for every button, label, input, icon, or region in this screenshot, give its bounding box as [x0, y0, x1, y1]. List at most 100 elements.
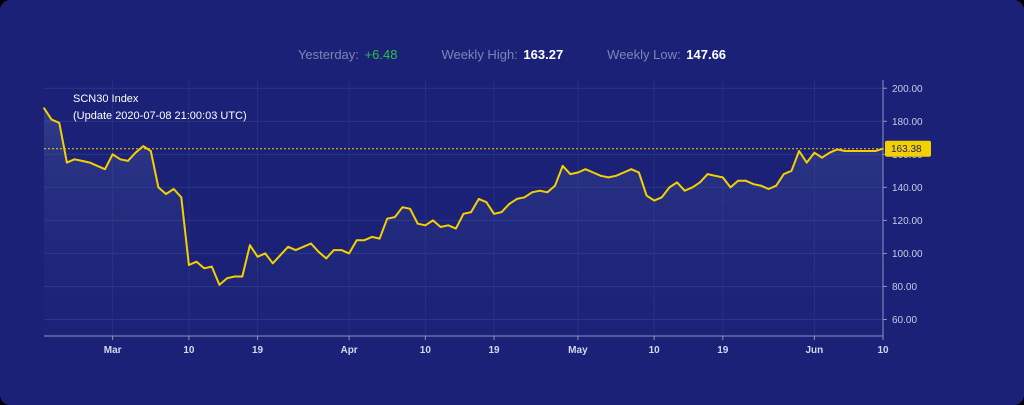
- data-point: [859, 150, 861, 152]
- data-point: [523, 196, 526, 199]
- data-point: [836, 148, 839, 151]
- data-point: [516, 198, 518, 200]
- data-point: [157, 186, 160, 189]
- data-point: [310, 242, 312, 245]
- data-point: [699, 181, 701, 184]
- chart-title: SCN30 Index: [73, 93, 139, 105]
- data-point: [73, 158, 76, 161]
- data-point: [485, 201, 488, 204]
- data-point: [691, 186, 694, 189]
- stat-weekly-low-value: 147.66: [686, 47, 727, 62]
- data-point: [134, 151, 137, 154]
- data-point: [615, 174, 617, 177]
- y-tick-label: 180.00: [892, 117, 923, 128]
- data-point: [43, 107, 45, 109]
- x-tick-label: Apr: [340, 345, 357, 356]
- x-tick-label: 10: [420, 345, 432, 356]
- data-point: [416, 222, 419, 225]
- data-point: [737, 179, 739, 182]
- price-tag-box: [885, 140, 931, 157]
- data-point: [752, 183, 755, 186]
- data-point: [630, 168, 633, 171]
- series-points: [43, 107, 884, 286]
- stat-yesterday-label: Yesterday:: [297, 47, 359, 62]
- stat-weekly-low: Weekly Low: 147.66: [607, 47, 726, 62]
- data-point: [676, 181, 678, 184]
- data-point: [538, 189, 541, 192]
- data-point: [470, 211, 472, 214]
- x-tick-label: 10: [649, 345, 661, 356]
- data-point: [58, 122, 61, 124]
- data-point: [821, 156, 823, 159]
- data-point: [805, 161, 808, 164]
- data-point: [477, 198, 480, 200]
- stats-bar: Yesterday: +6.48 Weekly High: 163.27 Wee…: [0, 47, 1024, 62]
- data-point: [195, 260, 198, 263]
- data-point: [348, 252, 350, 255]
- axes: [44, 80, 884, 337]
- data-point: [210, 265, 213, 268]
- data-point: [233, 275, 236, 278]
- data-point: [142, 145, 145, 148]
- data-point: [180, 196, 183, 199]
- data-point: [729, 186, 732, 189]
- data-point: [371, 236, 373, 238]
- chart-subtitle: (Update 2020-07-08 21:00:03 UTC): [73, 110, 247, 122]
- data-point: [790, 169, 793, 172]
- stat-yesterday-value: +6.48: [364, 47, 398, 62]
- data-point: [653, 199, 656, 202]
- data-point: [271, 262, 274, 265]
- price-tag: 163.38: [885, 140, 931, 157]
- stat-weekly-low-label: Weekly Low:: [607, 47, 681, 62]
- data-point: [317, 250, 320, 253]
- data-point: [50, 118, 53, 121]
- data-point: [561, 165, 564, 167]
- data-point: [531, 191, 533, 194]
- data-point: [302, 245, 305, 248]
- x-tick-label: May: [568, 345, 588, 356]
- x-axis-ticks: Mar 10 19 Apr 10 19 May 10 19 Jun 10: [104, 336, 889, 356]
- data-point: [203, 267, 206, 270]
- data-point: [706, 173, 709, 176]
- data-point: [256, 255, 259, 258]
- data-point: [355, 239, 358, 242]
- x-tick-label: 19: [252, 345, 264, 356]
- data-point: [149, 150, 152, 152]
- data-point: [249, 244, 251, 247]
- data-point: [287, 245, 289, 248]
- data-point: [394, 216, 396, 219]
- x-tick-label: 19: [488, 345, 500, 356]
- price-tag-label: 163.38: [891, 144, 922, 155]
- data-point: [96, 165, 99, 167]
- y-tick-label: 140.00: [892, 183, 923, 194]
- y-tick-label: 100.00: [892, 249, 923, 260]
- stat-yesterday: Yesterday: +6.48: [298, 47, 397, 62]
- data-point: [683, 189, 686, 192]
- data-point: [81, 160, 83, 162]
- data-point: [714, 174, 717, 177]
- y-tick-label: 80.00: [892, 282, 917, 293]
- data-point: [782, 173, 785, 176]
- area-fill: [44, 108, 883, 336]
- data-point: [104, 168, 106, 171]
- data-point: [645, 194, 648, 197]
- data-point: [66, 161, 68, 164]
- data-point: [592, 171, 595, 174]
- data-point: [127, 160, 129, 162]
- x-tick-label: Jun: [805, 345, 823, 356]
- x-tick-label: 19: [717, 345, 729, 356]
- data-point: [744, 179, 747, 182]
- x-tick-label: 10: [183, 345, 195, 356]
- x-tick-label: 10: [877, 345, 889, 356]
- data-point: [401, 206, 404, 209]
- data-point: [721, 176, 724, 179]
- data-point: [111, 153, 114, 156]
- data-point: [462, 212, 465, 215]
- data-point: [455, 227, 457, 230]
- data-point: [409, 207, 411, 210]
- data-point: [508, 203, 511, 205]
- y-axis-ticks: 200.00180.00160.00140.00120.00100.0080.0…: [883, 84, 923, 326]
- data-point: [851, 150, 854, 152]
